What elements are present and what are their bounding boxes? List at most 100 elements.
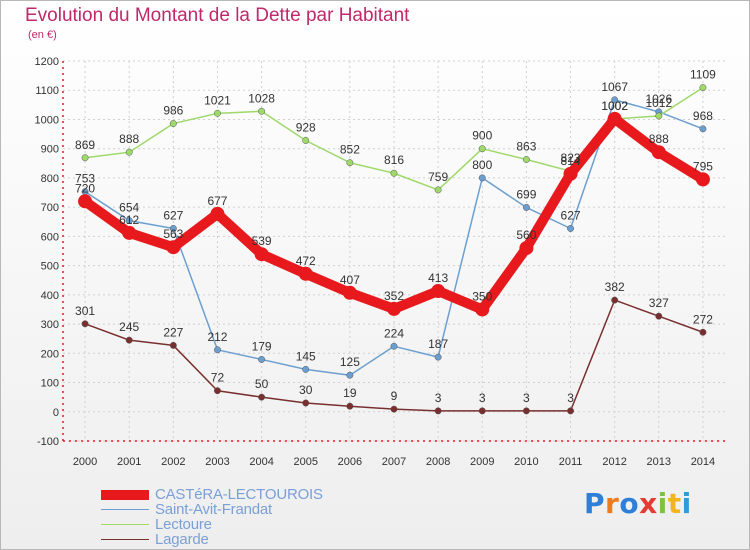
legend-item-saint-avit: Saint-Avit-Frandat [101,501,323,518]
y-tick-label: 400 [41,290,59,302]
data-label: 986 [163,104,183,118]
legend-swatch [101,489,149,500]
data-label: 814 [561,154,581,168]
data-label: 1021 [204,93,231,107]
data-label: 350 [472,289,492,303]
data-label: 327 [649,296,669,310]
data-point [695,172,710,187]
data-label: 852 [340,143,360,157]
data-label: 1109 [690,68,716,82]
data-point [302,137,310,144]
data-point [434,186,442,194]
y-tick-label: -100 [37,436,59,448]
y-tick-label: 900 [41,144,59,156]
data-point [519,241,534,256]
legend-swatch [101,508,149,511]
legend-item-castera: CASTéRA-LECTOUROIS [101,486,323,503]
data-point [390,342,398,350]
data-label: 301 [75,304,95,318]
data-label: 187 [428,337,448,351]
data-point [699,125,707,133]
data-label: 9 [391,389,398,403]
data-label: 3 [523,391,530,405]
data-point [298,266,313,281]
data-label: 759 [428,170,448,184]
data-label: 612 [119,213,139,227]
x-tick-label: 2004 [249,456,273,468]
data-label: 3 [567,391,574,405]
data-label: 472 [296,254,316,268]
x-tick-label: 2009 [470,456,494,468]
data-point [699,328,707,336]
data-label: 699 [516,187,536,201]
data-point [342,285,357,300]
data-label: 823 [561,151,581,165]
data-point [214,346,221,354]
data-label: 227 [163,325,183,339]
data-label: 654 [119,201,139,215]
y-tick-label: 200 [41,348,59,360]
data-point [258,393,266,401]
data-point [169,341,177,349]
data-point [607,111,622,126]
data-point [563,166,578,181]
data-point [346,402,354,410]
data-label: 72 [211,371,225,385]
data-label: 179 [252,339,272,353]
data-label: 627 [561,208,581,222]
x-tick-label: 2003 [205,456,229,468]
legend-item-lectoure: Lectoure [101,516,323,533]
legend-swatch [101,538,149,541]
data-point [434,353,442,361]
x-tick-label: 2000 [73,456,97,468]
data-label: 19 [343,386,357,400]
x-tick-label: 2002 [161,456,185,468]
x-tick-label: 2006 [338,456,362,468]
legend-label: Saint-Avit-Frandat [155,501,273,518]
data-label: 382 [605,280,625,294]
data-point [522,407,530,415]
legend-label: CASTéRA-LECTOUROIS [155,486,323,503]
data-point [390,405,398,413]
data-point [166,240,181,255]
data-label: 627 [163,208,183,222]
data-point [346,371,354,379]
chart-title: Evolution du Montant de la Dette par Hab… [25,5,410,26]
data-label: 145 [296,349,316,363]
data-label: 30 [299,383,313,397]
data-point [125,217,133,225]
x-tick-label: 2012 [602,456,626,468]
data-point [387,301,401,316]
data-label: 539 [252,234,272,248]
data-label: 816 [384,153,404,167]
y-tick-label: 800 [41,173,59,185]
chart-subtitle: (en €) [28,29,57,41]
data-point [611,296,619,304]
data-point [390,169,398,177]
data-label: 753 [75,172,95,186]
data-point [651,145,666,160]
data-point [434,407,442,415]
data-label: 3 [435,391,442,405]
data-label: 1002 [601,99,628,113]
data-point [522,156,530,163]
data-point [78,194,93,209]
data-point [567,225,574,232]
data-point [478,174,486,182]
data-point [125,148,133,156]
legend-item-lagarde: Lagarde [101,531,323,548]
data-label: 212 [207,330,227,344]
x-tick-label: 2010 [514,456,538,468]
data-point [302,365,310,373]
data-point [210,206,225,221]
legend: CASTéRA-LECTOUROIS Saint-Avit-Frandat Le… [101,486,323,548]
data-point [122,225,137,240]
data-label: 1067 [601,80,628,94]
data-label: 800 [472,158,492,172]
x-tick-label: 2001 [117,456,141,468]
legend-label: Lectoure [155,516,212,533]
data-label: 224 [384,326,404,340]
data-label: 413 [428,271,448,285]
data-label: 900 [472,129,492,143]
